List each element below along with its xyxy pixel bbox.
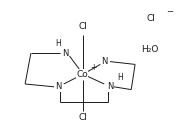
- Text: N: N: [55, 82, 61, 91]
- Text: H: H: [55, 39, 61, 48]
- Text: N: N: [107, 82, 113, 91]
- Text: −: −: [166, 7, 173, 16]
- Text: Cl: Cl: [79, 22, 87, 31]
- Text: N: N: [62, 49, 69, 58]
- Text: +: +: [90, 63, 97, 72]
- Text: Cl: Cl: [79, 113, 87, 122]
- Text: Cl: Cl: [147, 14, 156, 23]
- Text: N: N: [101, 57, 108, 66]
- Text: Co: Co: [76, 70, 88, 79]
- Text: H₂O: H₂O: [141, 45, 158, 53]
- Text: H: H: [117, 73, 123, 81]
